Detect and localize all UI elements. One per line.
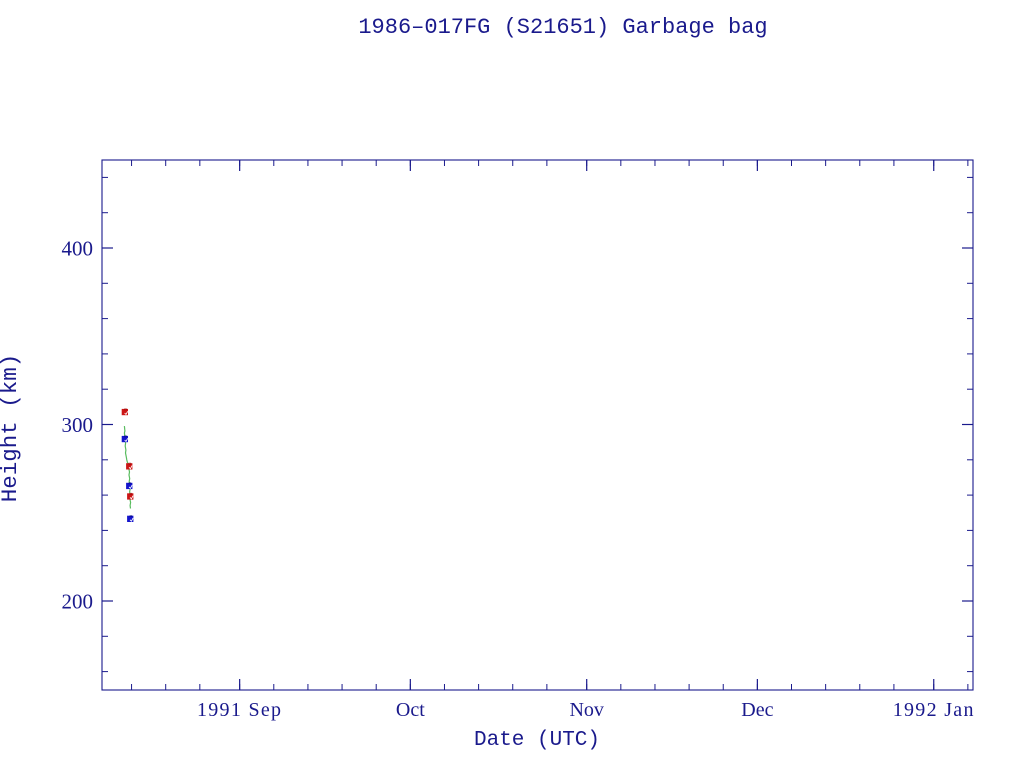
svg-text:Dec: Dec	[741, 699, 773, 721]
svg-text:1991 Sep: 1991 Sep	[197, 699, 282, 721]
svg-text:Date (UTC): Date (UTC)	[474, 729, 600, 752]
svg-text:Nov: Nov	[569, 699, 603, 721]
svg-text:Oct: Oct	[396, 699, 425, 721]
svg-text:300: 300	[62, 413, 94, 437]
svg-text:400: 400	[62, 237, 94, 261]
svg-text:Height (km): Height (km)	[0, 354, 23, 503]
svg-text:1992 Jan: 1992 Jan	[893, 699, 975, 721]
svg-text:200: 200	[62, 590, 94, 614]
